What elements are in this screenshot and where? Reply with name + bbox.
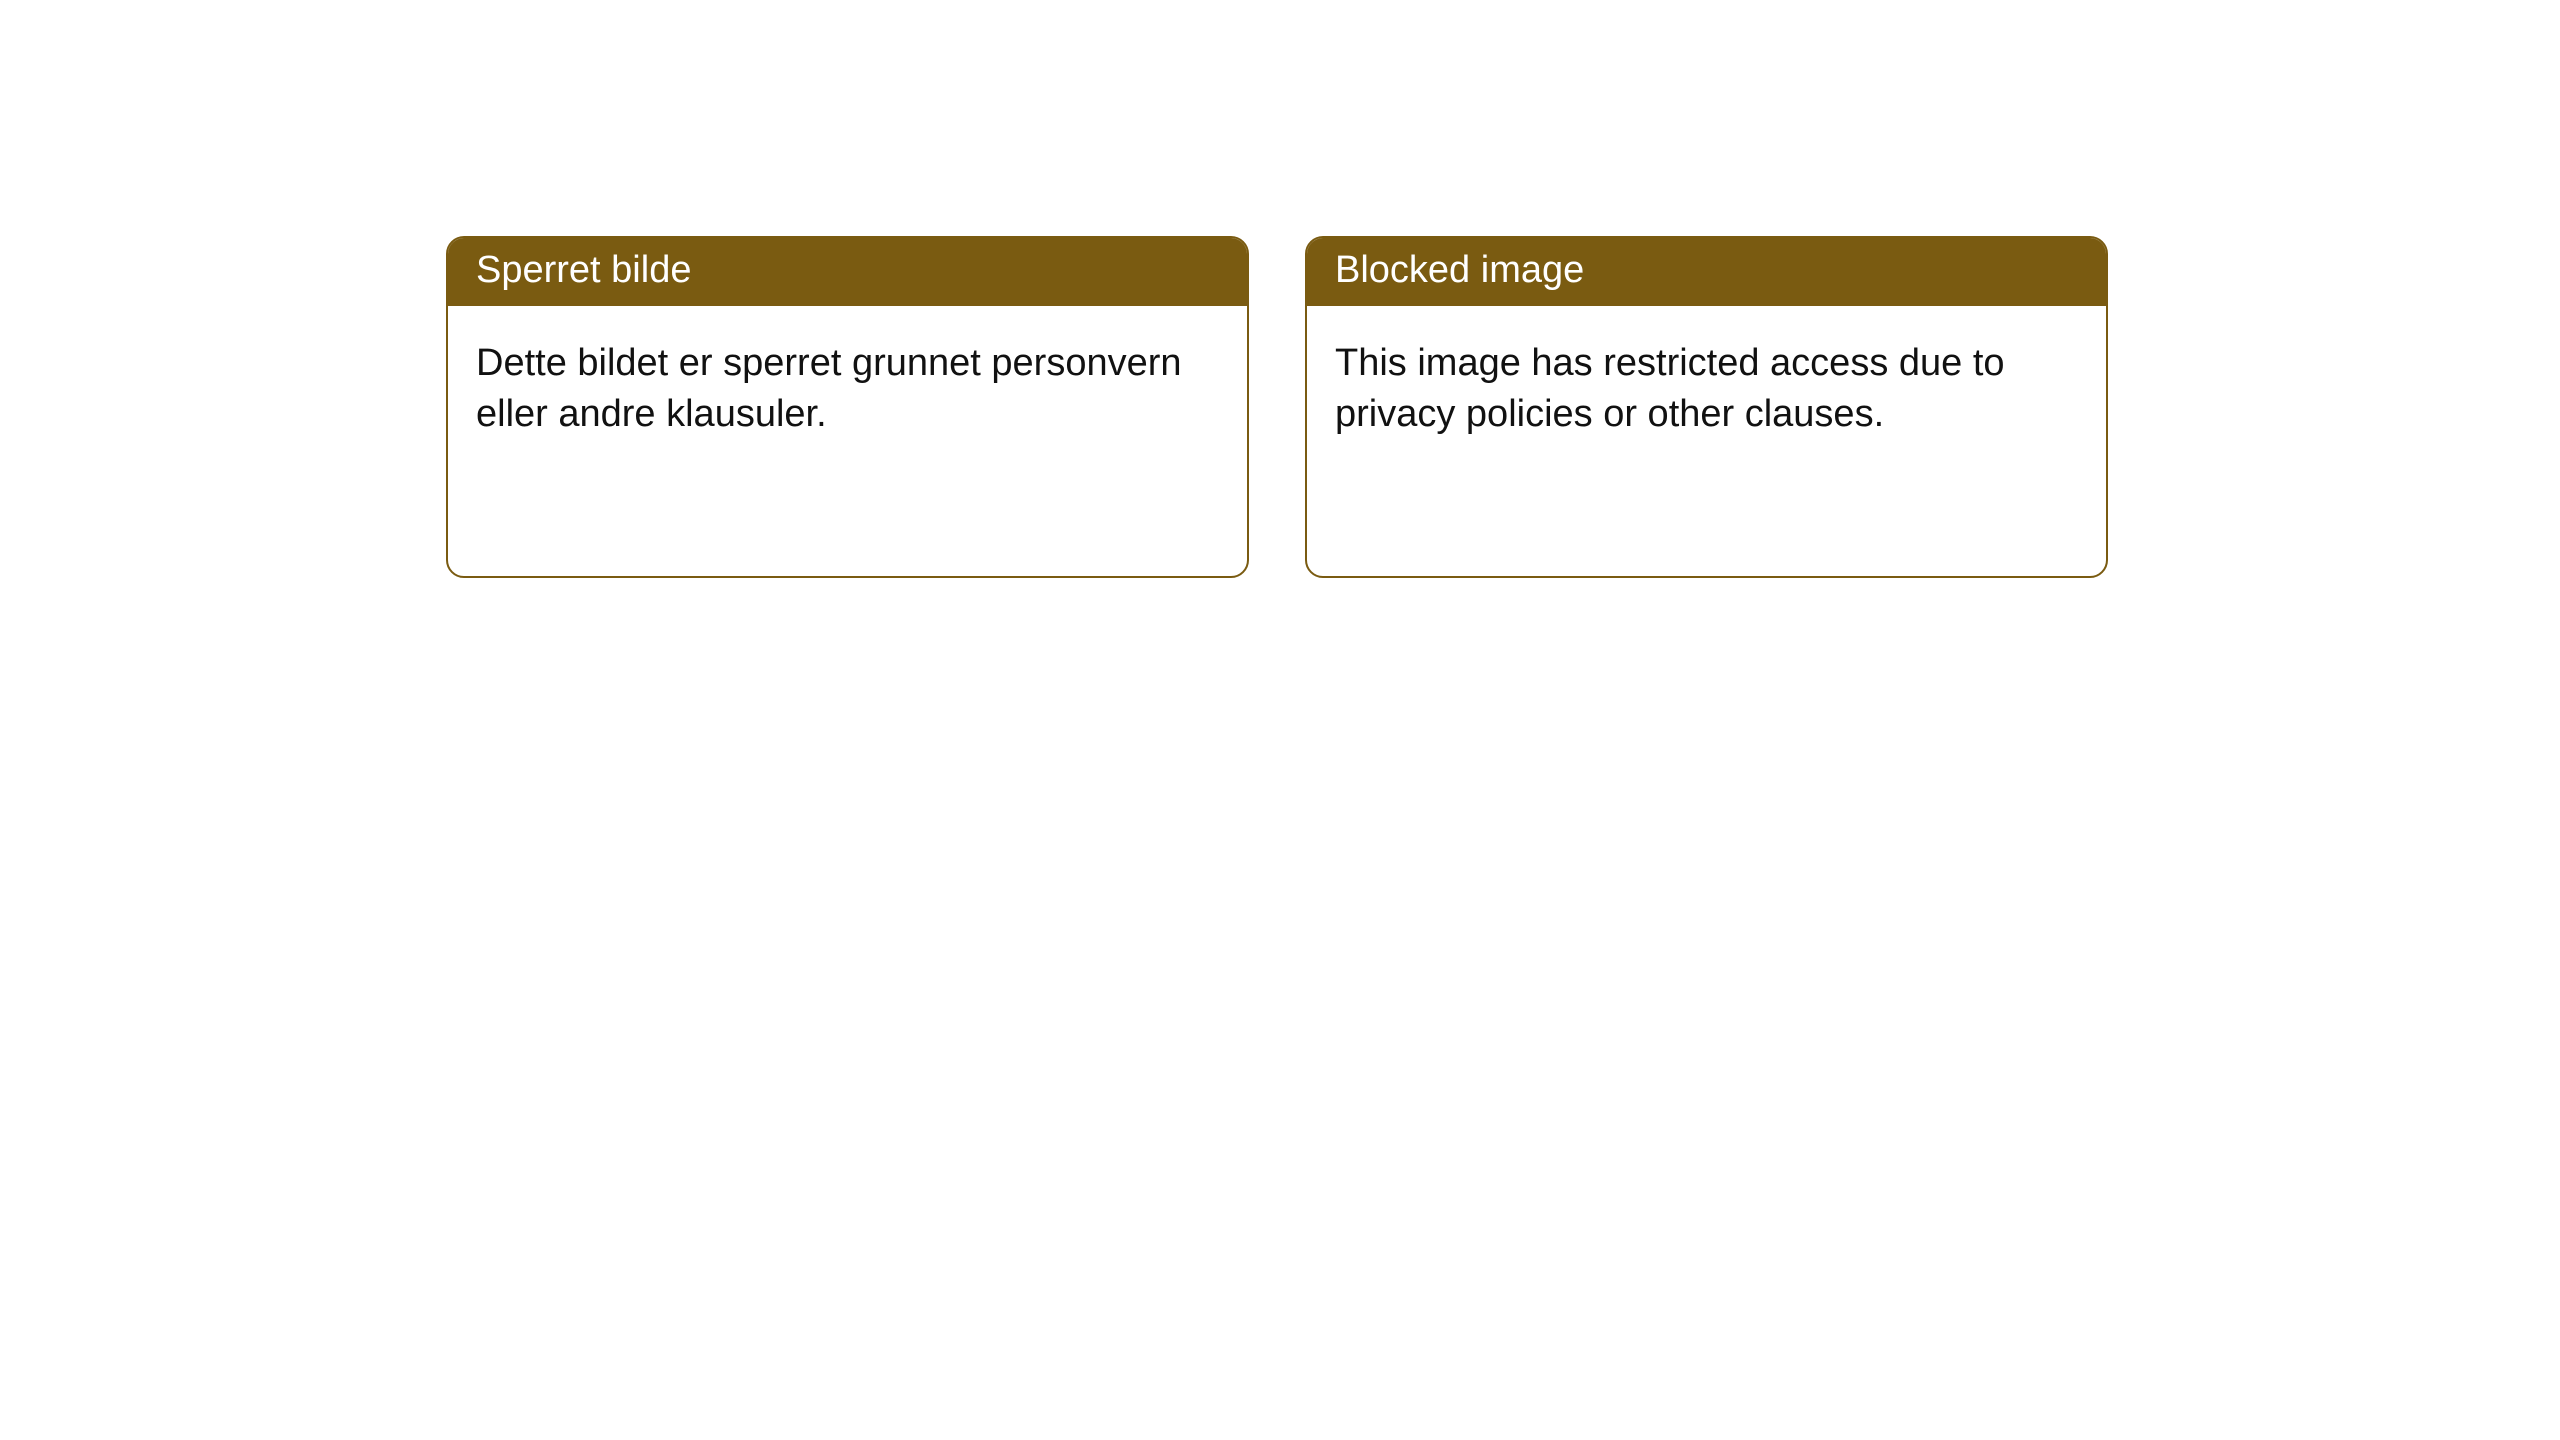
blocked-image-card-no: Sperret bilde Dette bildet er sperret gr…	[446, 236, 1249, 578]
blocked-image-card-en: Blocked image This image has restricted …	[1305, 236, 2108, 578]
card-body-text: Dette bildet er sperret grunnet personve…	[476, 338, 1219, 441]
card-body: Dette bildet er sperret grunnet personve…	[448, 306, 1247, 576]
notice-container: Sperret bilde Dette bildet er sperret gr…	[0, 0, 2560, 578]
card-body-text: This image has restricted access due to …	[1335, 338, 2078, 441]
card-body: This image has restricted access due to …	[1307, 306, 2106, 576]
card-header: Blocked image	[1307, 238, 2106, 306]
card-header: Sperret bilde	[448, 238, 1247, 306]
